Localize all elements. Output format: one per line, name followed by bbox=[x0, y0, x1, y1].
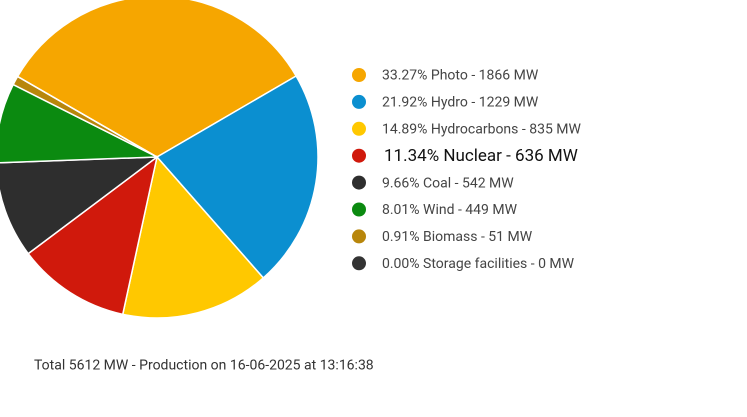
legend-label: 8.01% Wind - 449 MW bbox=[382, 202, 518, 218]
pie-slice bbox=[16, 0, 298, 158]
footer-note: Total 5612 MW - Production on 16-06-2025… bbox=[34, 358, 374, 374]
legend-marker bbox=[352, 229, 366, 244]
legend-marker bbox=[352, 175, 366, 190]
legend-label: 14.89% Hydrocarbons - 835 MW bbox=[382, 122, 582, 138]
legend-marker bbox=[352, 94, 366, 109]
legend-marker bbox=[352, 148, 366, 163]
legend-label: 0.91% Biomass - 51 MW bbox=[382, 229, 533, 245]
pie-slice bbox=[27, 155, 159, 316]
legend-marker bbox=[352, 202, 366, 217]
legend-marker bbox=[352, 256, 366, 271]
legend-marker bbox=[352, 68, 366, 82]
pie-slice bbox=[0, 156, 160, 255]
legend-label: 11.34% Nuclear - 636 MW bbox=[384, 146, 578, 166]
legend-marker bbox=[352, 121, 366, 136]
pie-slice bbox=[155, 74, 319, 279]
legend-label: 33.27% Photo - 1866 MW bbox=[382, 68, 539, 84]
legend-label: 21.92% Hydro - 1229 MW bbox=[382, 95, 539, 111]
legend-label: 0.00% Storage facilities - 0 MW bbox=[382, 256, 575, 272]
pie-slice bbox=[121, 155, 265, 319]
legend-label: 9.66% Coal - 542 MW bbox=[382, 175, 514, 191]
